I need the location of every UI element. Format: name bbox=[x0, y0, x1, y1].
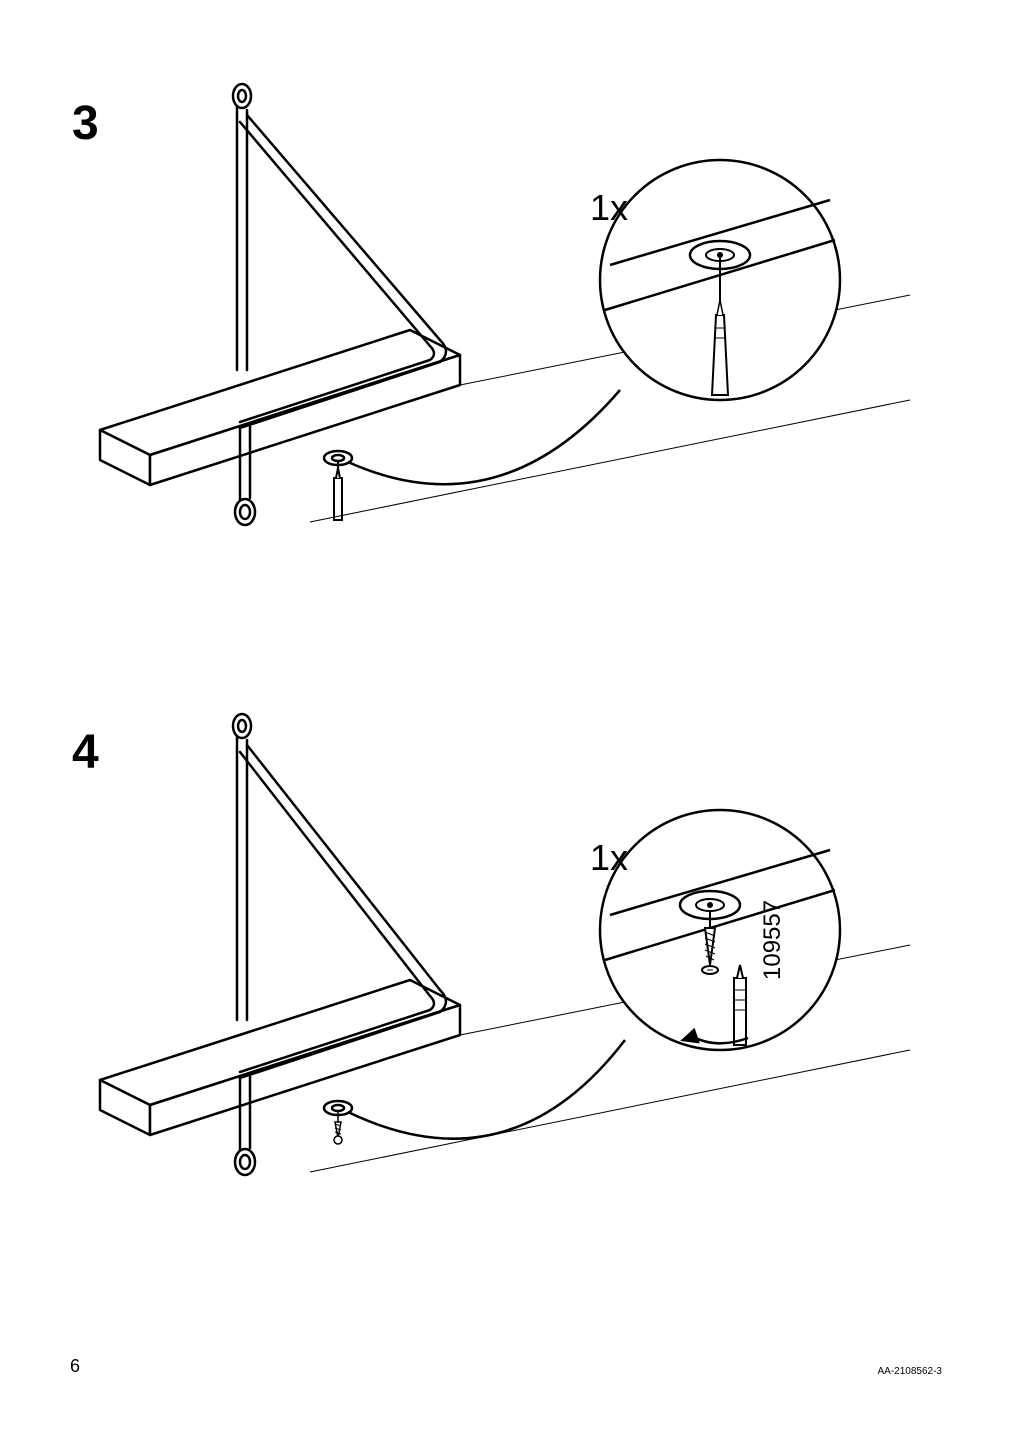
qty-label-3: 1x bbox=[590, 187, 628, 228]
shelf-board bbox=[100, 330, 460, 485]
page: 3 bbox=[0, 0, 1012, 1432]
shelf-board-4 bbox=[100, 980, 460, 1135]
screw-main bbox=[334, 1112, 342, 1144]
detail-circle-4 bbox=[600, 810, 840, 1050]
detail-circle-3 bbox=[600, 160, 840, 400]
bracket bbox=[233, 84, 446, 525]
step-3-diagram: 1x bbox=[80, 60, 940, 640]
document-id: AA-2108562-3 bbox=[878, 1366, 943, 1377]
bradawl-main bbox=[334, 462, 342, 520]
page-number: 6 bbox=[70, 1356, 80, 1377]
qty-label-4: 1x bbox=[590, 837, 628, 878]
part-number-4: 109557 bbox=[759, 900, 786, 980]
bracket-4 bbox=[233, 714, 446, 1175]
step-4-diagram: 1x 109557 bbox=[80, 690, 940, 1290]
